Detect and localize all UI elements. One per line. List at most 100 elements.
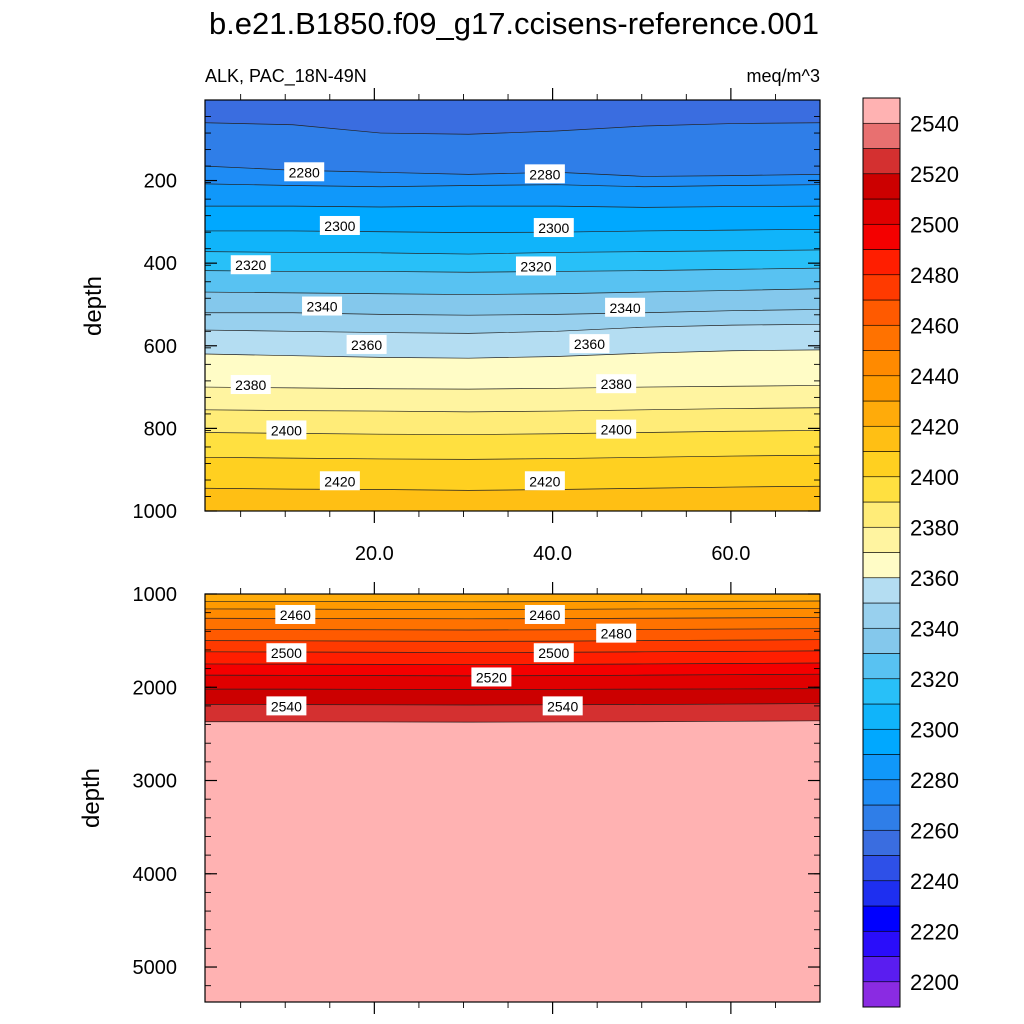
svg-text:2460: 2460 (529, 607, 560, 623)
contour-label: 2460 (275, 604, 316, 624)
colorbar-swatch (862, 425, 901, 452)
isoline-2340 (205, 288, 820, 295)
contour-label: 2420 (319, 471, 360, 491)
y-tick-label: 200 (144, 171, 177, 193)
contour-label: 2480 (596, 623, 637, 643)
contour-label: 2360 (346, 334, 387, 354)
colorbar-swatch (862, 526, 901, 553)
colorbar-swatch (862, 728, 901, 755)
colorbar-swatch (862, 400, 901, 427)
svg-text:2320: 2320 (235, 257, 266, 273)
svg-text:2520: 2520 (476, 669, 507, 685)
isoline-2320 (205, 249, 820, 255)
colorbar-label: 2280 (910, 768, 959, 793)
isoline-2530 (205, 703, 820, 706)
isoline-2480 (205, 639, 820, 642)
contour-label: 2360 (569, 334, 610, 354)
isoline-2410 (205, 454, 820, 460)
svg-text:2380: 2380 (235, 377, 266, 393)
x-tick-label: 60.0 (711, 543, 750, 565)
isoline-2380 (205, 385, 820, 390)
contour-label: 2340 (302, 296, 343, 316)
colorbar-swatch (862, 703, 901, 730)
colorbar-label: 2360 (910, 566, 959, 591)
isoline-2420 (205, 485, 820, 491)
colorbar-swatch (862, 350, 901, 377)
y-tick-label: 4000 (133, 864, 178, 886)
contour-label: 2300 (319, 215, 360, 235)
x-axis (240, 582, 776, 1014)
colorbar-label: 2320 (910, 667, 959, 692)
colorbar-label: 2480 (910, 263, 959, 288)
x-tick-label: 40.0 (533, 543, 572, 565)
contour-label: 2500 (266, 643, 307, 663)
contour-label: 2280 (524, 164, 565, 184)
colorbar-label: 2420 (910, 414, 959, 439)
isoline-2470 (205, 628, 820, 631)
colorbar-swatch (862, 754, 901, 781)
y-tick-label: 600 (144, 336, 177, 358)
svg-text:2340: 2340 (306, 299, 337, 315)
colorbar: 2200 2220 2240 2260 2280 2300 2320 2340 2360 2380… (862, 97, 959, 1008)
isoline-2540 (205, 720, 820, 723)
y-tick-label: 800 (144, 418, 177, 440)
isoline-2520 (205, 688, 820, 690)
svg-text:2540: 2540 (547, 698, 578, 714)
isoline-2490 (205, 650, 820, 653)
isoline-2390 (205, 407, 820, 413)
svg-text:2500: 2500 (538, 645, 569, 661)
isoline-2310 (205, 228, 820, 233)
contour-label: 2540 (266, 696, 307, 716)
colorbar-swatch (862, 880, 901, 907)
y-tick-label: 1000 (133, 501, 178, 523)
upper-left-label: ALK, PAC_18N-49N (205, 66, 367, 87)
colorbar-label: 2200 (910, 970, 959, 995)
colorbar-swatch (862, 930, 901, 957)
colorbar-label: 2400 (910, 465, 959, 490)
svg-text:2360: 2360 (351, 337, 382, 353)
y-axis: 200 400 600 800 1000 (133, 99, 820, 523)
colorbar-swatch (862, 223, 901, 250)
y-tick-label: 400 (144, 253, 177, 275)
colorbar-swatch (862, 678, 901, 705)
svg-text:2280: 2280 (529, 166, 560, 182)
plot-frame (204, 593, 821, 1003)
colorbar-label: 2500 (910, 212, 959, 237)
x-tick-label: 20.0 (355, 543, 394, 565)
colorbar-swatch (862, 249, 901, 276)
lower-contour-panel: 2460 2460 2480 2500 2500 2520 2540 2540 1000 2000… (133, 582, 821, 1014)
isoline-2370 (205, 349, 820, 359)
colorbar-frame (862, 97, 901, 1008)
svg-text:2540: 2540 (271, 698, 302, 714)
isoline-2400 (205, 430, 820, 435)
svg-text:2300: 2300 (324, 218, 355, 234)
colorbar-swatch (862, 173, 901, 200)
colorbar-label: 2300 (910, 717, 959, 742)
upper-contour-panel: 2280 2280 2300 2300 2320 2320 2340 2340 2360 2360… (133, 88, 821, 565)
isoline-2300 (205, 205, 820, 208)
upper-y-axis-label: depth (80, 276, 107, 336)
colorbar-swatch (862, 855, 901, 882)
contour-label: 2320 (230, 255, 271, 275)
colorbar-swatch (862, 804, 901, 831)
contour-label: 2400 (596, 419, 637, 439)
contour-label: 2380 (230, 375, 271, 395)
x-axis: 20.0 40.0 60.0 (240, 88, 776, 565)
plot-area (205, 100, 820, 511)
plot-area (205, 594, 820, 1002)
isoline-2330 (205, 267, 820, 273)
colorbar-label: 2520 (910, 162, 959, 187)
colorbar-swatch (862, 627, 901, 654)
plot-frame (204, 99, 821, 512)
y-tick-label: 2000 (133, 677, 178, 699)
contour-band (205, 720, 820, 1002)
colorbar-label: 2220 (910, 919, 959, 944)
contour-label: 2400 (266, 420, 307, 440)
contour-label: 2320 (515, 256, 556, 276)
colorbar-swatch (862, 905, 901, 932)
svg-text:2400: 2400 (601, 422, 632, 438)
contour-label: 2500 (533, 643, 574, 663)
colorbar-swatch (862, 779, 901, 806)
y-tick-label: 1000 (133, 584, 178, 606)
